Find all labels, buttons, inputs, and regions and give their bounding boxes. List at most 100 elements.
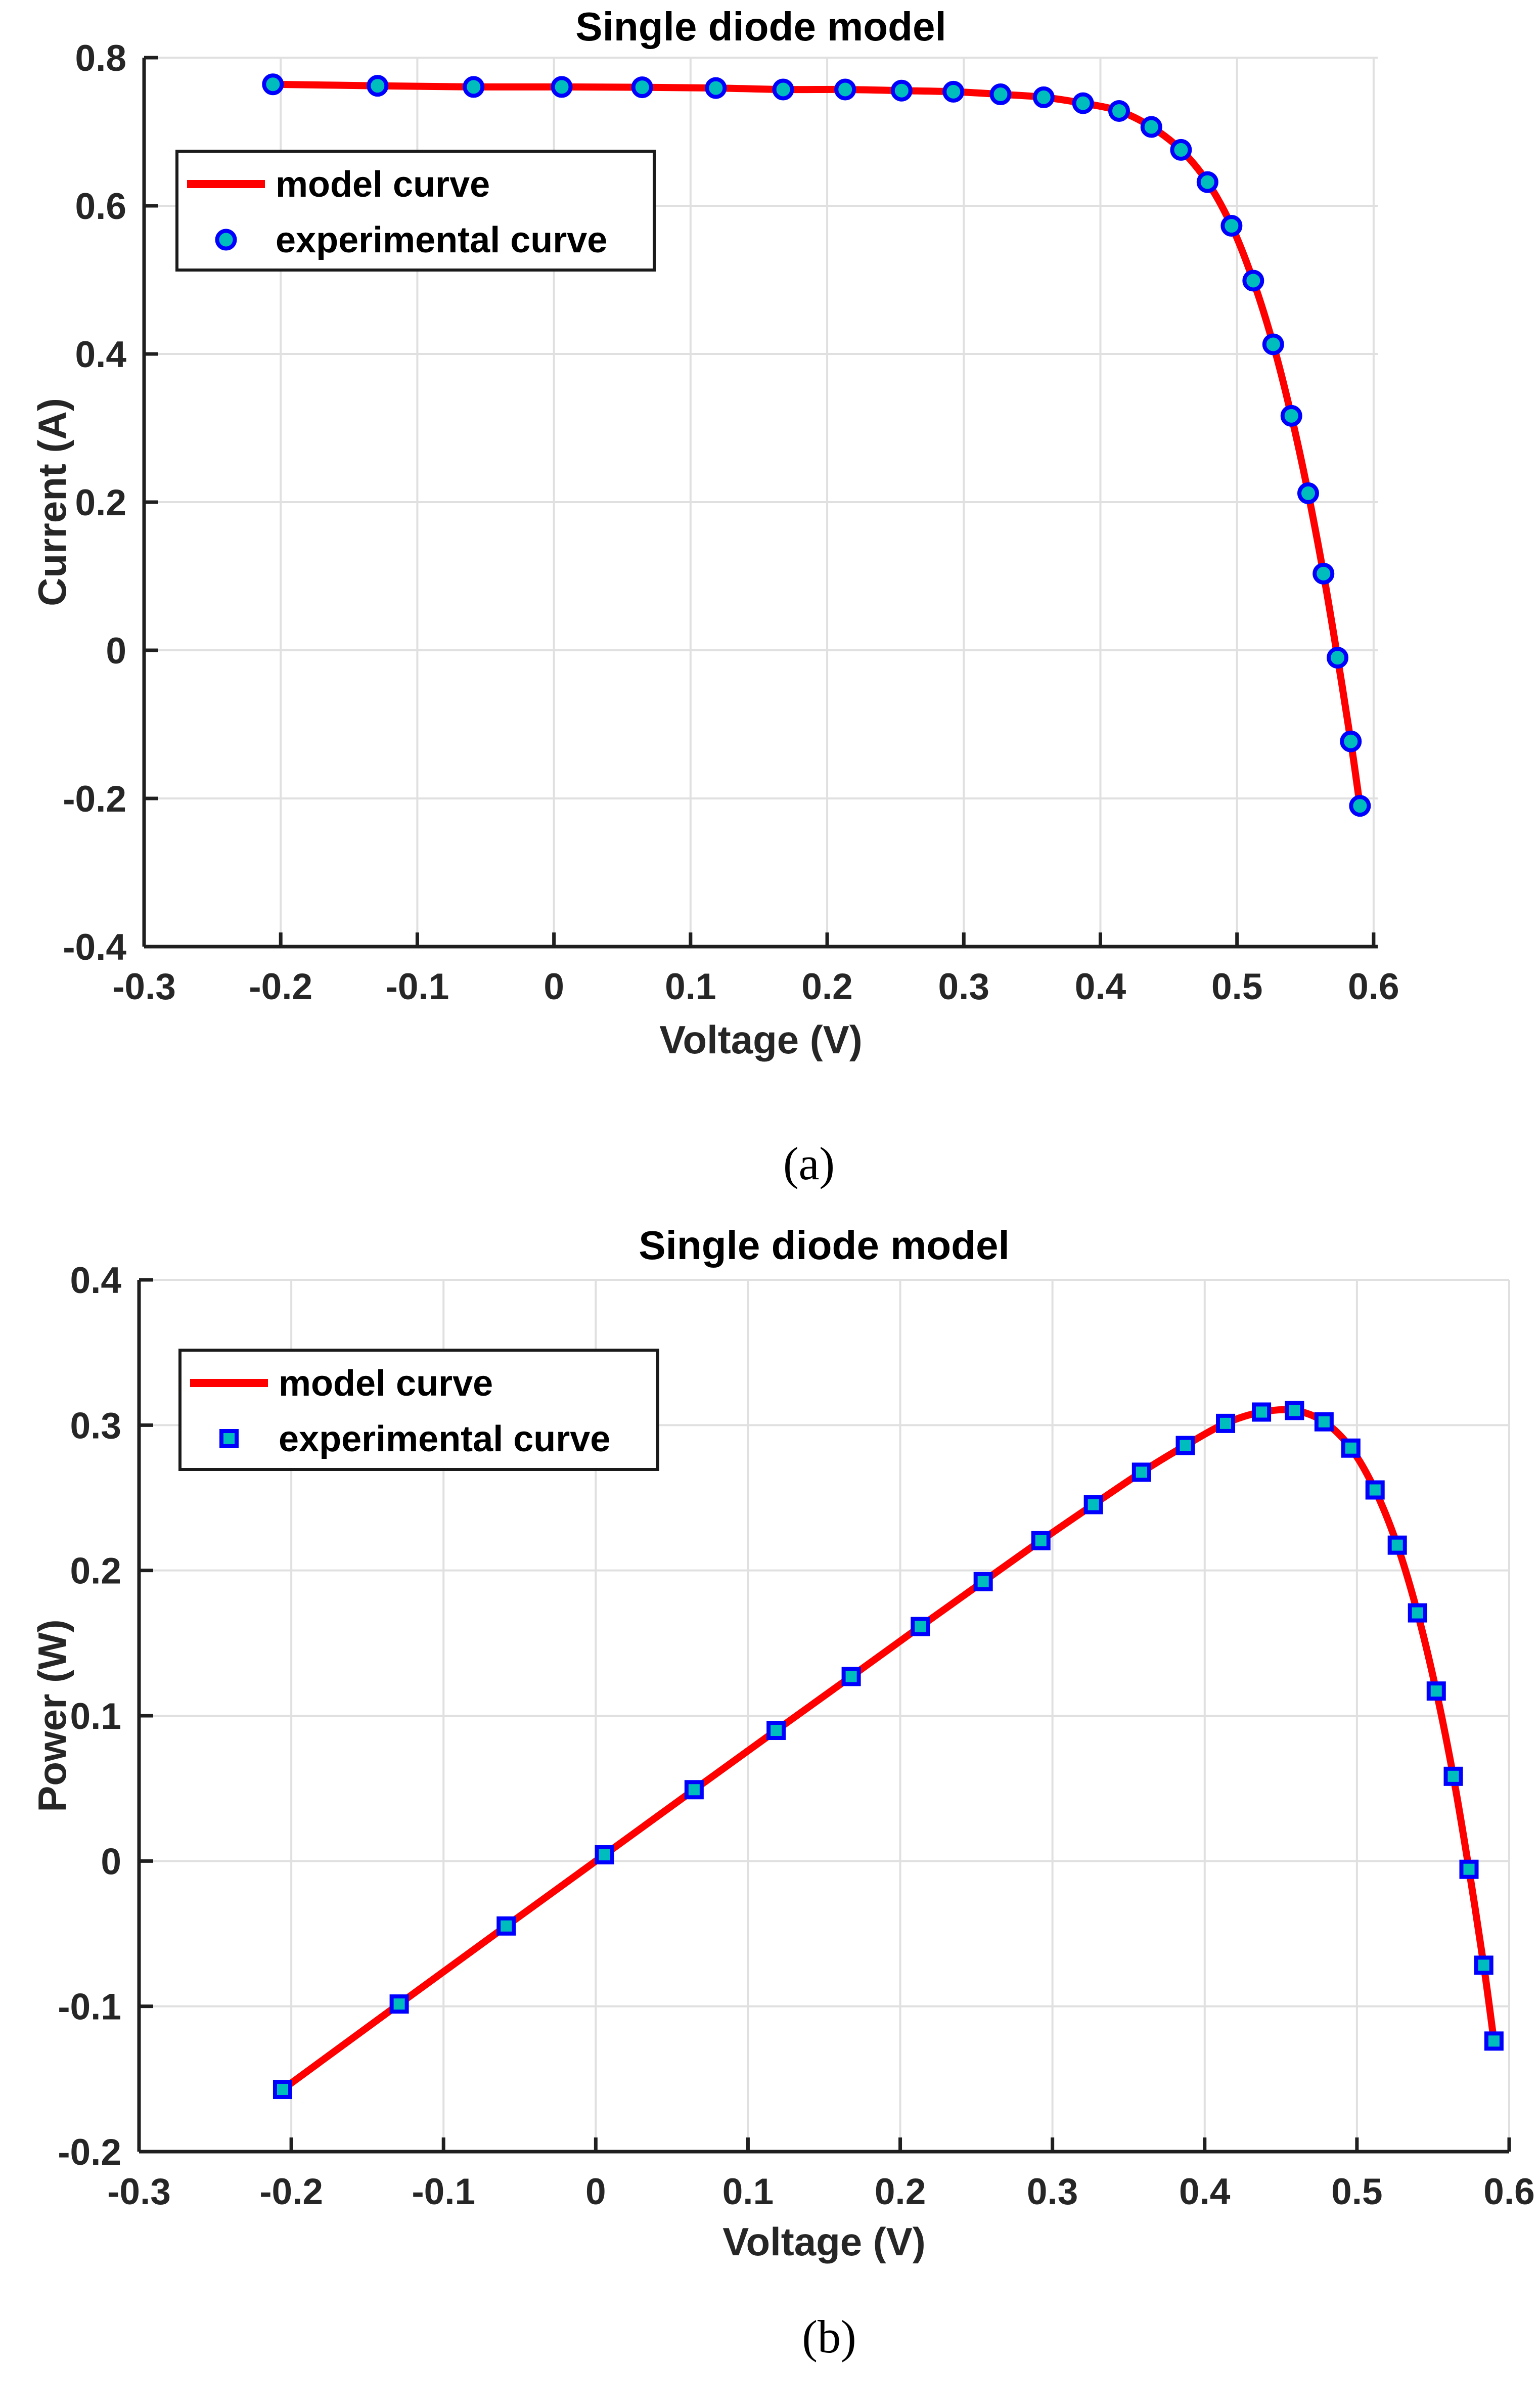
experimental-point-square: [1131, 1462, 1151, 1482]
y-tick-label: -0.2: [63, 779, 126, 820]
x-tick-label: 0: [544, 966, 564, 1007]
pv-model-curve: [280, 1406, 1498, 2092]
pv-xlabel: Voltage (V): [722, 2219, 926, 2264]
experimental-point-circle: [1297, 482, 1319, 504]
x-tick-label: 0.2: [875, 2171, 926, 2212]
x-tick-label: -0.3: [107, 2171, 171, 2212]
y-tick-label: 0: [101, 1841, 121, 1882]
experimental-point-circle: [1242, 270, 1264, 292]
experimental-point-circle: [890, 79, 913, 102]
experimental-point-square: [684, 1780, 704, 1800]
x-tick-label: -0.3: [112, 966, 176, 1007]
y-tick-label: -0.2: [58, 2132, 121, 2173]
experimental-point-circle: [367, 75, 389, 97]
iv-chart-title: Single diode model: [575, 4, 946, 49]
experimental-point-circle: [772, 78, 794, 101]
pv-experimental-points: [273, 1401, 1504, 2100]
pv-legend-experimental-label: experimental curve: [279, 1419, 610, 1459]
experimental-point-circle: [1312, 562, 1335, 585]
experimental-point-circle: [1220, 215, 1243, 237]
experimental-point-circle: [1108, 100, 1130, 122]
y-tick-label: 0.3: [70, 1405, 121, 1446]
experimental-point-square: [1314, 1412, 1334, 1432]
y-tick-label: 0.6: [75, 186, 126, 227]
iv-legend-model-label: model curve: [276, 164, 490, 205]
x-tick-label: 0.6: [1348, 966, 1399, 1007]
y-tick-label: -0.4: [63, 927, 126, 968]
pv-y-tick-labels: 0.4 0.3 0.2 0.1 0 -0.1 -0.2: [58, 1260, 121, 2173]
experimental-point-circle: [463, 76, 485, 98]
pv-chart: -0.3 -0.2 -0.1 0 0.1 0.2 0.3 0.4 0.5 0.6 0.40.30.…: [30, 1223, 1535, 2264]
x-tick-label: 0: [585, 2171, 606, 2212]
pv-legend: model curve experimental curve: [178, 1349, 659, 1471]
experimental-point-circle: [1170, 139, 1192, 161]
x-tick-label: -0.2: [249, 966, 312, 1007]
x-tick-label: 0.2: [801, 966, 852, 1007]
experimental-point-square: [1443, 1766, 1463, 1786]
y-tick-label: 0.2: [70, 1551, 121, 1592]
x-tick-label: -0.1: [386, 966, 449, 1007]
iv-xlabel: Voltage (V): [659, 1017, 863, 1062]
x-tick-label: -0.1: [412, 2171, 475, 2212]
experimental-point-square: [1459, 1859, 1479, 1879]
experimental-point-circle: [705, 77, 727, 99]
experimental-point-square: [911, 1617, 930, 1636]
x-tick-label: 0.5: [1331, 2171, 1382, 2212]
experimental-point-square: [1426, 1681, 1446, 1701]
experimental-point-circle: [262, 73, 284, 96]
y-tick-label: 0.4: [70, 1260, 122, 1301]
iv-x-tick-labels: -0.3 -0.2 -0.1 0 0.1 0.2 0.3 0.4 0.5 0.6: [112, 966, 1399, 1007]
iv-experimental-points: [262, 73, 1371, 817]
pv-legend-box: [178, 1349, 659, 1471]
experimental-point-circle: [989, 83, 1012, 106]
experimental-point-circle: [834, 78, 856, 101]
experimental-point-circle: [631, 76, 653, 99]
experimental-point-square: [1216, 1413, 1236, 1433]
experimental-point-square: [1341, 1438, 1361, 1458]
experimental-point-square: [389, 1994, 409, 2014]
experimental-point-circle: [1072, 92, 1094, 114]
pv-x-tick-labels: -0.3 -0.2 -0.1 0 0.1 0.2 0.3 0.4 0.5 0.6: [107, 2171, 1535, 2212]
experimental-point-circle: [1349, 795, 1371, 817]
experimental-point-circle: [942, 80, 965, 103]
iv-legend-experimental-label: experimental curve: [276, 220, 607, 260]
legend-square-marker-icon: [219, 1429, 239, 1448]
experimental-point-square: [1083, 1495, 1103, 1514]
experimental-point-circle: [1280, 405, 1302, 427]
y-tick-label: 0.8: [75, 38, 126, 79]
y-tick-label: 0: [106, 631, 126, 672]
experimental-point-square: [1252, 1402, 1272, 1422]
x-tick-label: 0.1: [722, 2171, 774, 2212]
pv-ylabel: Power (W): [30, 1619, 74, 1812]
caption-b: (b): [802, 2311, 856, 2362]
x-tick-label: 0.6: [1483, 2171, 1534, 2212]
experimental-point-square: [1175, 1436, 1195, 1455]
experimental-point-square: [1285, 1401, 1304, 1420]
experimental-point-square: [273, 2080, 292, 2100]
experimental-point-circle: [1140, 116, 1162, 138]
experimental-point-square: [1484, 2031, 1504, 2051]
experimental-point-square: [1387, 1535, 1407, 1555]
experimental-point-circle: [1032, 86, 1055, 108]
pv-legend-model-label: model curve: [279, 1363, 493, 1404]
x-tick-label: 0.4: [1075, 966, 1126, 1007]
experimental-point-circle: [1196, 171, 1218, 193]
experimental-point-square: [841, 1667, 861, 1686]
x-tick-label: 0.3: [938, 966, 989, 1007]
experimental-point-circle: [1262, 333, 1284, 355]
iv-y-tick-labels: 0.8 0.6 0.4 0.2 0 -0.2 -0.4: [63, 38, 126, 968]
y-tick-label: 0.4: [75, 334, 127, 375]
x-tick-label: 0.1: [665, 966, 716, 1007]
experimental-point-square: [496, 1916, 516, 1936]
experimental-point-square: [595, 1845, 614, 1864]
experimental-point-circle: [1340, 730, 1362, 752]
iv-ylabel: Current (A): [30, 398, 74, 606]
x-tick-label: -0.2: [259, 2171, 323, 2212]
experimental-point-square: [1408, 1603, 1427, 1623]
iv-chart: -0.3 -0.2 -0.1 0 0.1 0.2 0.3 0.4 0.5 0.6 0.8 0.6 0.…: [30, 4, 1399, 1062]
experimental-point-circle: [551, 76, 573, 98]
x-tick-label: 0.5: [1211, 966, 1262, 1007]
iv-legend-box: [175, 150, 656, 272]
experimental-point-square: [1474, 1955, 1493, 1975]
experimental-point-circle: [1327, 647, 1349, 669]
